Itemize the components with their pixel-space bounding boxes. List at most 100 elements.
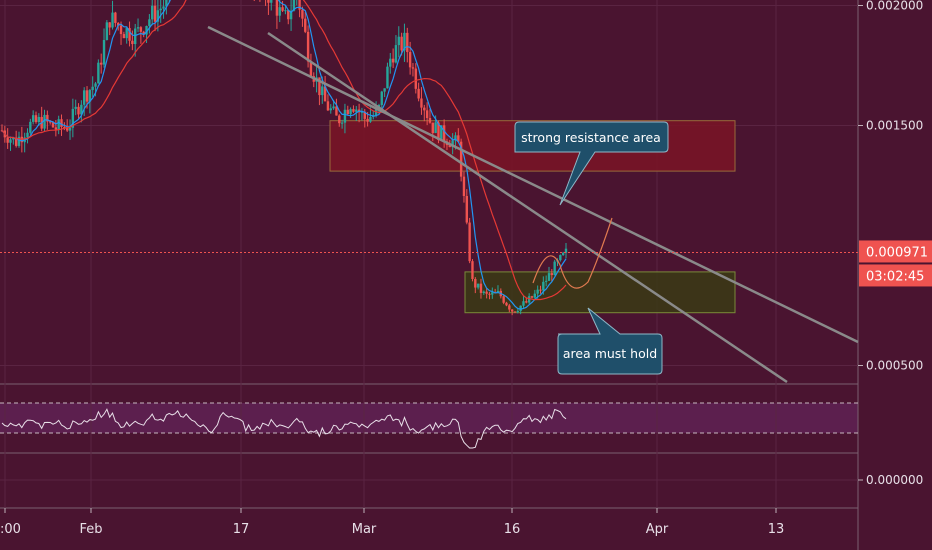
candle-body — [165, 0, 168, 7]
candle-body — [267, 0, 270, 3]
candle-body — [383, 88, 386, 92]
candle-body — [85, 90, 89, 102]
candle-body — [442, 125, 446, 142]
candle-body — [462, 176, 466, 197]
candle-body — [564, 248, 568, 253]
candle-body — [391, 58, 395, 63]
candle-body — [284, 10, 287, 12]
price-tick-label: 0.002000 — [866, 0, 923, 13]
candle-body — [111, 12, 114, 28]
candle-body — [380, 91, 383, 105]
current-price-label-box — [859, 240, 932, 263]
candle-body — [14, 137, 18, 146]
candle-body — [434, 122, 437, 134]
candle-body — [63, 126, 66, 128]
candle-body — [51, 122, 55, 128]
candle-body — [457, 135, 460, 142]
candle-body — [77, 106, 80, 115]
time-tick-label: Feb — [79, 522, 102, 537]
candle-body — [318, 77, 321, 96]
candle-body — [346, 109, 349, 115]
candle-body — [332, 106, 335, 109]
candle-body — [54, 127, 58, 130]
candle-body — [281, 7, 284, 11]
candle-body — [29, 121, 32, 133]
candle-body — [34, 115, 38, 123]
resistance-callout-box — [514, 121, 669, 206]
candle-body — [417, 88, 420, 99]
candle-body — [82, 90, 86, 105]
candle-body — [389, 58, 392, 67]
candle-body — [80, 104, 83, 115]
candle-body — [270, 0, 273, 3]
candle-body — [465, 196, 469, 223]
candle-body — [122, 34, 126, 39]
candle-body — [411, 67, 415, 69]
candle-body — [408, 52, 412, 68]
candle-body — [468, 222, 471, 262]
candle-body — [156, 10, 160, 22]
candle-body — [46, 114, 49, 122]
current-price-label: 0.000971 — [866, 245, 928, 260]
candle-body — [94, 83, 97, 87]
candle-body — [139, 27, 143, 32]
candle-body — [369, 116, 372, 122]
candle-body — [74, 106, 77, 109]
candle-body — [48, 121, 52, 123]
candle-body — [275, 0, 279, 16]
candle-body — [355, 109, 358, 112]
candle-body — [533, 293, 537, 298]
candle-body — [491, 292, 494, 295]
candle-body — [440, 125, 443, 141]
candle-body — [134, 28, 137, 45]
candle-body — [343, 109, 347, 123]
candle-body — [403, 32, 406, 51]
candle-body — [309, 61, 313, 77]
candle-body — [162, 6, 165, 9]
candle-body — [17, 136, 21, 146]
candle-body — [321, 86, 324, 96]
candle-body — [474, 278, 477, 288]
candle-body — [454, 135, 457, 141]
candle-body — [530, 296, 534, 298]
candle-body — [105, 22, 109, 41]
candle-body — [488, 293, 491, 295]
candle-body — [65, 127, 69, 131]
time-tick-label: 17 — [233, 522, 250, 537]
candle-body — [437, 122, 440, 141]
candle-body — [91, 86, 94, 91]
rsi-line — [1, 408, 567, 449]
candle-body — [289, 10, 293, 20]
candle-body — [292, 0, 296, 11]
candle-body — [60, 119, 63, 127]
candle-body — [301, 9, 304, 19]
rsi-band — [0, 403, 858, 433]
candle-body — [542, 281, 545, 291]
candle-body — [431, 122, 434, 134]
candle-body — [6, 137, 9, 143]
candle-body — [31, 115, 35, 122]
candle-body — [298, 0, 301, 10]
candle-body — [471, 261, 474, 279]
candle-body — [142, 31, 145, 35]
candle-body — [12, 137, 15, 140]
candle-body — [159, 8, 162, 11]
candle-body — [360, 111, 364, 113]
candle-body — [43, 114, 46, 129]
candle-body — [117, 22, 120, 26]
time-tick-label: :00 — [0, 522, 21, 537]
time-tick-label: 13 — [768, 522, 785, 537]
trendline-lower — [267, 31, 788, 384]
candle-body — [99, 62, 103, 65]
slow-moving-average-line — [1, 0, 567, 301]
candle-body — [9, 139, 12, 143]
time-tick-label: 16 — [504, 522, 521, 537]
resistance-callout-text: strong resistance area — [521, 130, 661, 145]
candle-body — [349, 109, 352, 115]
candle-body — [340, 122, 344, 124]
candle-body — [278, 7, 281, 16]
candle-body — [68, 127, 72, 131]
candle-body — [386, 66, 389, 89]
support-callout-text: area must hold — [563, 346, 657, 361]
